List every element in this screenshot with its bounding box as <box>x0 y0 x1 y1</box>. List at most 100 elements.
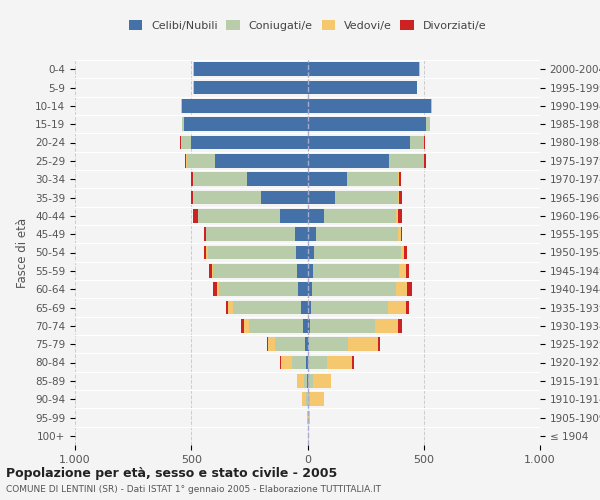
Bar <box>193 190 194 204</box>
Bar <box>298 282 308 296</box>
Bar <box>214 282 217 296</box>
Bar <box>310 392 324 406</box>
Bar <box>182 118 184 131</box>
Bar <box>194 62 308 76</box>
Bar <box>308 264 313 278</box>
Bar <box>375 319 398 332</box>
Bar <box>404 246 407 260</box>
Bar <box>241 319 244 332</box>
Bar <box>204 228 206 241</box>
Bar <box>267 338 268 351</box>
Bar <box>181 136 182 149</box>
Bar <box>316 228 398 241</box>
Bar <box>352 356 353 370</box>
Bar <box>389 154 424 168</box>
Bar <box>301 300 308 314</box>
Bar <box>185 154 186 168</box>
Bar <box>186 154 187 168</box>
Bar <box>217 282 219 296</box>
Bar <box>187 154 215 168</box>
Bar <box>203 246 206 260</box>
Bar <box>401 246 404 260</box>
Bar <box>312 282 396 296</box>
Bar <box>327 356 352 370</box>
Bar <box>398 172 400 186</box>
Bar <box>308 392 310 406</box>
Bar <box>308 300 311 314</box>
Bar <box>308 410 310 424</box>
Bar <box>335 190 398 204</box>
Bar <box>308 99 431 112</box>
Bar <box>398 190 400 204</box>
Bar <box>398 228 401 241</box>
Bar <box>400 264 406 278</box>
Bar <box>193 209 197 222</box>
Bar <box>215 154 308 168</box>
Bar <box>244 319 250 332</box>
Bar <box>388 300 406 314</box>
Bar <box>193 172 194 186</box>
Bar <box>226 300 229 314</box>
Bar <box>348 338 379 351</box>
Bar <box>191 136 308 149</box>
Bar <box>308 154 389 168</box>
Bar <box>398 209 403 222</box>
Bar <box>181 99 182 112</box>
Bar <box>379 338 380 351</box>
Bar <box>424 154 425 168</box>
Bar <box>406 300 409 314</box>
Bar <box>308 62 419 76</box>
Bar <box>400 190 401 204</box>
Bar <box>308 338 348 351</box>
Bar <box>247 172 308 186</box>
Bar <box>229 300 233 314</box>
Bar <box>206 246 208 260</box>
Bar <box>193 80 194 94</box>
Bar <box>182 136 191 149</box>
Bar <box>396 209 398 222</box>
Bar <box>311 300 388 314</box>
Bar <box>180 136 181 149</box>
Bar <box>308 209 324 222</box>
Bar <box>308 190 335 204</box>
Bar <box>212 264 214 278</box>
Bar <box>305 338 308 351</box>
Bar <box>191 172 193 186</box>
Bar <box>208 246 296 260</box>
Bar <box>308 228 316 241</box>
Bar <box>308 246 314 260</box>
Bar <box>303 319 308 332</box>
Bar <box>313 374 331 388</box>
Bar <box>307 410 308 424</box>
Bar <box>295 228 308 241</box>
Bar <box>308 319 310 332</box>
Legend: Celibi/Nubili, Coniugati/e, Vedovi/e, Divorziati/e: Celibi/Nubili, Coniugati/e, Vedovi/e, Di… <box>124 16 491 35</box>
Bar <box>281 356 292 370</box>
Bar <box>308 374 313 388</box>
Bar <box>261 190 308 204</box>
Bar <box>296 246 308 260</box>
Bar <box>184 118 308 131</box>
Bar <box>280 209 308 222</box>
Bar <box>304 374 307 388</box>
Bar <box>297 264 308 278</box>
Bar <box>308 80 417 94</box>
Bar <box>209 264 212 278</box>
Bar <box>398 319 401 332</box>
Bar <box>233 300 301 314</box>
Bar <box>214 264 297 278</box>
Bar <box>275 338 305 351</box>
Bar <box>406 264 409 278</box>
Bar <box>308 172 347 186</box>
Text: COMUNE DI LENTINI (SR) - Dati ISTAT 1° gennaio 2005 - Elaborazione TUTTITALIA.IT: COMUNE DI LENTINI (SR) - Dati ISTAT 1° g… <box>6 486 381 494</box>
Bar <box>194 190 261 204</box>
Bar <box>191 190 193 204</box>
Bar <box>310 319 375 332</box>
Bar <box>292 356 307 370</box>
Bar <box>198 209 280 222</box>
Bar <box>407 282 412 296</box>
Bar <box>307 392 308 406</box>
Bar <box>268 338 275 351</box>
Bar <box>431 99 432 112</box>
Bar <box>313 264 400 278</box>
